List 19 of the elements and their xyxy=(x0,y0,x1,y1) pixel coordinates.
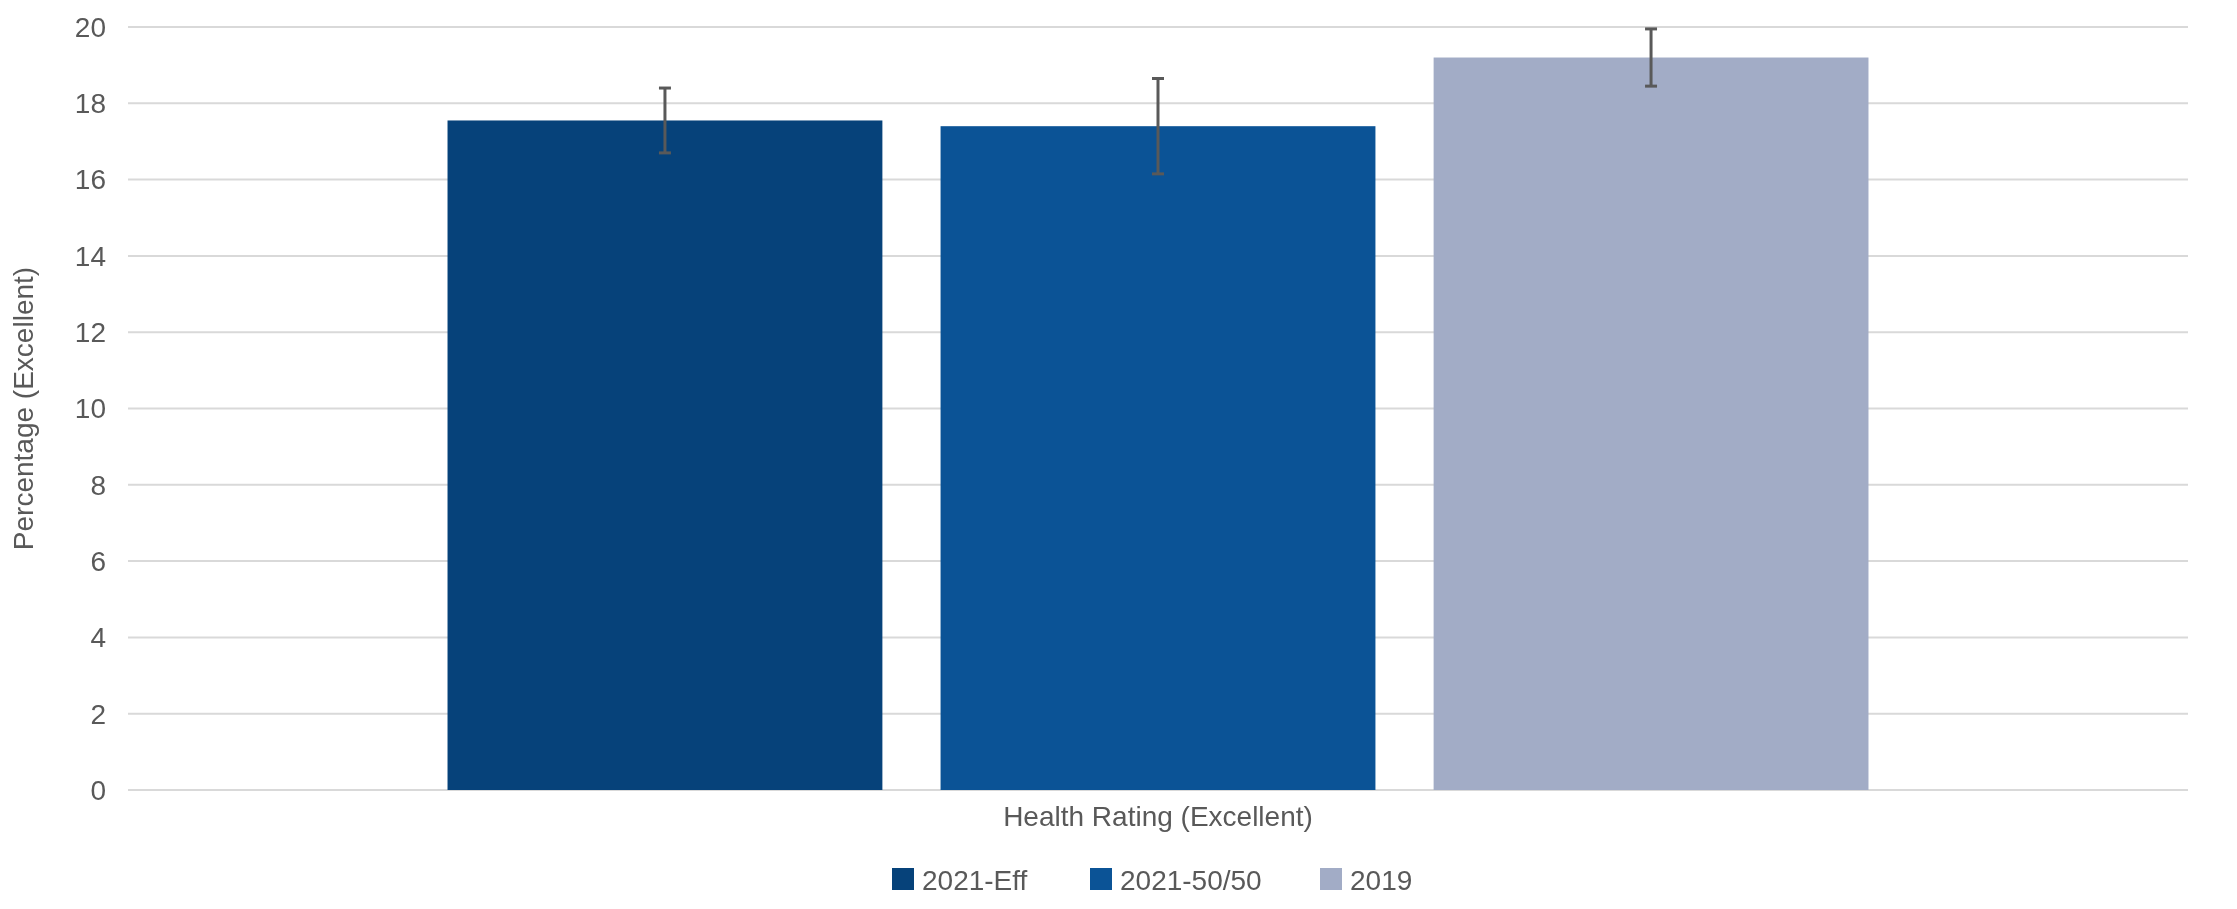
y-tick-label: 16 xyxy=(74,164,106,196)
y-tick-label: 6 xyxy=(90,545,106,577)
bar xyxy=(940,126,1376,790)
legend-label: 2021-Eff xyxy=(922,865,1028,896)
bar xyxy=(1433,57,1869,790)
legend-label: 2021-50/50 xyxy=(1120,865,1262,896)
bar xyxy=(447,120,883,790)
y-tick-label: 14 xyxy=(74,240,106,272)
y-tick-label: 18 xyxy=(74,88,106,120)
y-tick-label: 8 xyxy=(90,469,106,501)
y-tick-label: 12 xyxy=(74,317,106,348)
legend-label: 2019 xyxy=(1350,865,1413,896)
y-tick-label: 4 xyxy=(90,622,106,654)
y-tick-label: 0 xyxy=(90,774,106,806)
y-axis-title: Percentage (Excellent) xyxy=(8,266,39,551)
x-tick-label: Health Rating (Excellent) xyxy=(1003,801,1313,832)
y-tick-label: 10 xyxy=(74,393,106,425)
y-tick-label: 2 xyxy=(90,698,106,730)
y-tick-label: 20 xyxy=(74,11,106,43)
